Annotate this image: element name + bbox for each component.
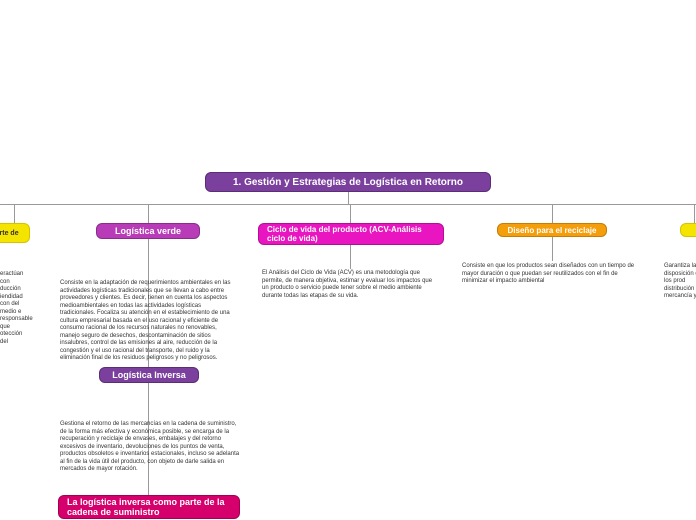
node-garantiza[interactable]	[680, 223, 696, 237]
desc-garantiza: Garantiza la disposición de los prod dis…	[664, 263, 696, 301]
conn-drop-4	[694, 204, 695, 223]
conn-bus	[0, 204, 696, 205]
node-verde-title: Logística verde	[115, 226, 181, 236]
desc-ciclo: El Análisis del Ciclo de Vida (ACV) es u…	[262, 270, 436, 300]
desc-medio: eractúan con ducción iendidad con del me…	[0, 271, 30, 346]
root-node[interactable]: 1. Gestión y Estrategias de Logística en…	[205, 172, 491, 192]
conn-drop-1	[148, 204, 149, 223]
desc-diseno: Consiste en que los productos sean diseñ…	[462, 263, 642, 286]
node-medio[interactable]: parte de	[0, 223, 30, 243]
node-ciclo[interactable]: Ciclo de vida del producto (ACV-Análisis…	[258, 223, 444, 245]
conn-drop-0	[14, 204, 15, 223]
node-cadena[interactable]: La logística inversa como parte de la ca…	[58, 495, 240, 519]
node-diseno[interactable]: Diseño para el reciclaje	[497, 223, 607, 237]
conn-ciclo-desc	[350, 245, 351, 269]
node-verde[interactable]: Logística verde	[96, 223, 200, 239]
conn-drop-2	[350, 204, 351, 223]
node-ciclo-title: Ciclo de vida del producto (ACV-Análisis…	[267, 225, 435, 243]
desc-inversa: Gestiona el retorno de las mercancías en…	[60, 421, 240, 474]
root-title: 1. Gestión y Estrategias de Logística en…	[233, 177, 463, 188]
node-inversa-title: Logística Inversa	[112, 370, 186, 380]
conn-diseno-desc	[552, 237, 553, 261]
node-medio-title: parte de	[0, 230, 19, 237]
conn-root-down	[348, 191, 349, 204]
node-diseno-title: Diseño para el reciclaje	[508, 226, 597, 235]
node-inversa[interactable]: Logística Inversa	[99, 367, 199, 383]
desc-verde: Consiste en la adaptación de requerimien…	[60, 280, 238, 363]
conn-drop-3	[552, 204, 553, 223]
node-cadena-title: La logística inversa como parte de la ca…	[67, 497, 231, 517]
